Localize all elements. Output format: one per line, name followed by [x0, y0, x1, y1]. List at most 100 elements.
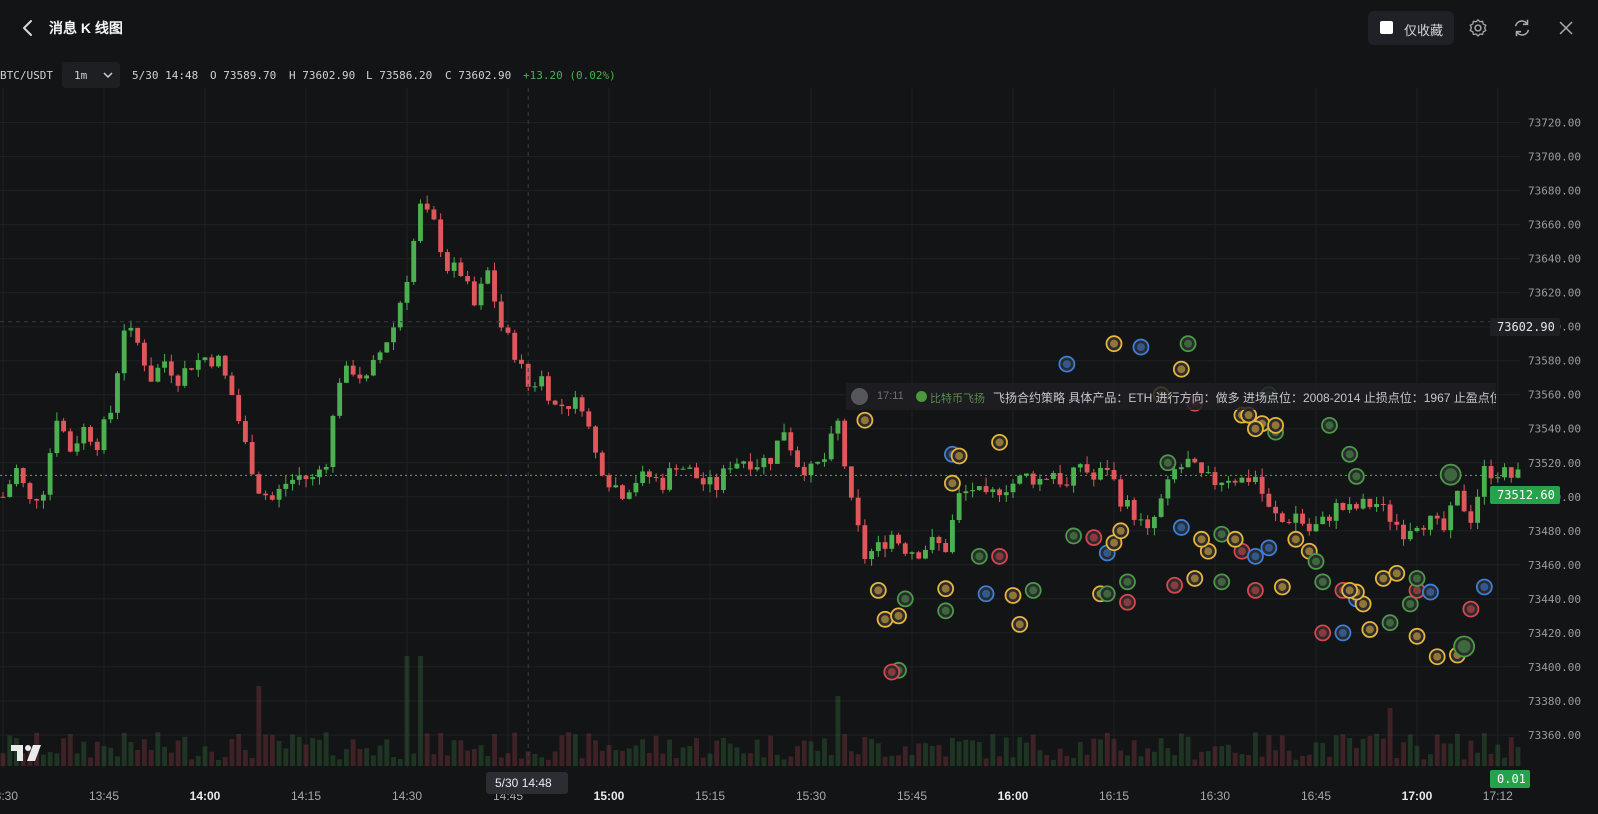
- volume-bar: [559, 735, 565, 766]
- volume-bar: [1064, 755, 1070, 766]
- news-ticker[interactable]: 17:11 比特币飞扬 飞扬合约策略 具体产品：ETH 进行方向：做多 进场点位…: [846, 383, 1496, 410]
- candle-body: [586, 411, 592, 427]
- volume-bar: [640, 739, 646, 766]
- candle-body: [263, 493, 269, 496]
- volume-bar: [424, 733, 430, 766]
- candle-body: [788, 432, 794, 451]
- news-marker-icon: [941, 584, 950, 593]
- candle-body: [1091, 472, 1097, 480]
- volume-bar: [1057, 748, 1063, 766]
- gear-icon[interactable]: [1467, 17, 1489, 39]
- news-marker-icon: [941, 606, 950, 615]
- volume-bar: [1448, 743, 1454, 766]
- candle-body: [1172, 469, 1178, 480]
- candle-body: [869, 551, 875, 559]
- volume-bar: [1151, 751, 1157, 766]
- volume-bar: [949, 737, 955, 766]
- candle-body: [1380, 503, 1386, 505]
- candle-body: [532, 386, 538, 388]
- volume-bar: [1293, 759, 1299, 766]
- candle-body: [1333, 502, 1339, 521]
- news-marker-icon: [894, 611, 903, 620]
- candle-body: [478, 283, 484, 306]
- price-tick-label: 73420.00: [1528, 627, 1581, 640]
- refresh-icon[interactable]: [1511, 17, 1533, 39]
- candle-body: [1199, 462, 1204, 474]
- news-marker-icon: [1345, 450, 1354, 459]
- volume-bar: [525, 751, 531, 766]
- price-tick-label: 73700.00: [1528, 151, 1581, 164]
- news-marker-icon: [1110, 339, 1118, 348]
- volume-bar: [438, 732, 444, 766]
- news-markers: [856, 335, 1493, 681]
- news-marker-icon: [1433, 652, 1442, 661]
- candle-body: [498, 301, 504, 328]
- volume-bar: [963, 739, 969, 766]
- candle-body: [458, 262, 464, 277]
- candle-body: [525, 363, 531, 387]
- volume-bar: [1394, 757, 1400, 766]
- volume-bar: [1333, 735, 1339, 766]
- volume-bar: [364, 748, 370, 766]
- candle-body: [539, 376, 545, 387]
- candle-body: [1461, 490, 1467, 512]
- news-marker-icon: [982, 589, 991, 598]
- volume-bar: [781, 759, 787, 766]
- volume-bar: [283, 748, 289, 766]
- volume-bar: [222, 756, 228, 766]
- news-marker-icon: [1359, 599, 1368, 608]
- volume-bar: [1259, 756, 1265, 766]
- volume-bar: [1037, 750, 1043, 766]
- volume-bar: [1084, 754, 1090, 766]
- volume-bar: [1434, 734, 1440, 766]
- volume-bar: [47, 752, 53, 766]
- source-icon: [916, 391, 927, 402]
- volume-bars: [0, 656, 1521, 766]
- candle-body: [1488, 466, 1494, 479]
- candle-body: [182, 368, 188, 386]
- checkbox-icon[interactable]: [1380, 21, 1393, 34]
- candle-body: [680, 468, 686, 470]
- volume-bar: [478, 745, 484, 766]
- candle-body: [1340, 502, 1346, 510]
- candle-body: [606, 475, 612, 488]
- volume-bar: [747, 753, 753, 766]
- volume-bar: [1266, 735, 1272, 766]
- candle-body: [835, 420, 841, 434]
- news-text: 飞扬合约策略 具体产品：ETH 进行方向：做多 进场点位：2008-2014 止…: [993, 391, 1496, 405]
- news-marker-icon: [1163, 458, 1172, 467]
- candle-body: [411, 240, 417, 282]
- candle-body: [168, 361, 174, 376]
- candle-body: [1145, 519, 1151, 529]
- candle-body: [1327, 516, 1332, 521]
- candle-body: [1515, 469, 1521, 478]
- volume-bar: [236, 733, 242, 766]
- interval-select[interactable]: 1m: [62, 62, 120, 88]
- favorites-only-toggle[interactable]: 仅收藏: [1368, 11, 1454, 45]
- avatar: [851, 388, 868, 405]
- volume-bar: [1205, 751, 1211, 766]
- chevron-left-icon[interactable]: [16, 16, 40, 40]
- news-marker-icon: [975, 552, 984, 561]
- candle-body: [1024, 473, 1029, 476]
- page-title: 消息 K 线图: [49, 20, 123, 36]
- volume-bar: [141, 739, 147, 766]
- candlestick-chart[interactable]: 73720.00 73700.00 73680.00 73660.00 73640.00…: [0, 88, 1598, 814]
- volume-bar: [296, 736, 302, 766]
- volume-bar: [512, 732, 518, 766]
- time-tick-label: 17:12: [1483, 789, 1513, 803]
- news-marker-icon: [1444, 468, 1458, 482]
- volume-bar: [566, 732, 572, 766]
- candles: [0, 195, 1521, 566]
- volume-bar: [498, 757, 504, 766]
- candle-body: [1300, 513, 1305, 524]
- candle-body: [108, 412, 114, 420]
- candle-body: [317, 469, 322, 478]
- news-time: 17:11: [877, 390, 904, 402]
- close-icon[interactable]: [1555, 17, 1577, 39]
- candle-body: [660, 477, 666, 490]
- news-marker-icon: [1184, 339, 1193, 348]
- candle-body: [956, 493, 962, 520]
- candle-body: [189, 368, 194, 370]
- volume-bar: [983, 758, 989, 766]
